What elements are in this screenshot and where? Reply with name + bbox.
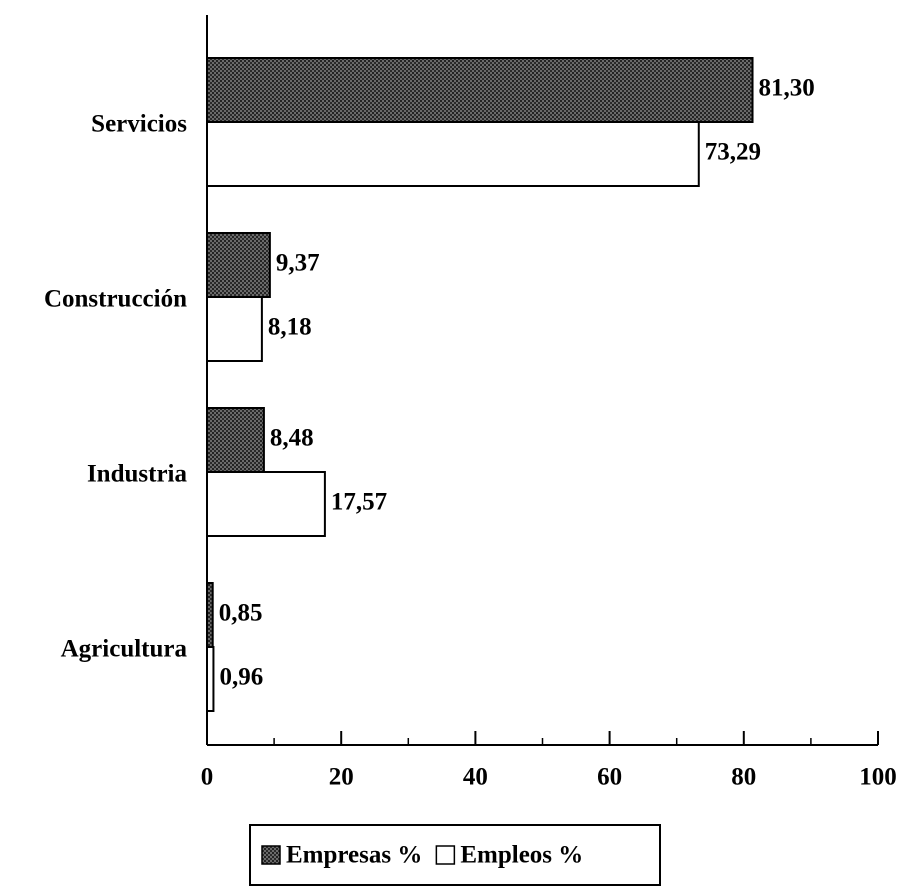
value-label: 73,29: [705, 139, 761, 166]
value-label: 0,96: [219, 664, 263, 691]
legend-swatch: [435, 845, 456, 865]
bar: [206, 407, 265, 473]
value-label: 0,85: [219, 600, 263, 627]
value-label: 81,30: [759, 75, 815, 102]
y-tick-label: Industria: [87, 461, 188, 488]
y-tick-label: Agricultura: [61, 636, 188, 663]
y-tick-label: Servicios: [91, 111, 187, 138]
legend-label: Empleos %: [460, 842, 583, 869]
bar: [206, 296, 263, 362]
bar: [206, 57, 754, 123]
value-label: 8,18: [268, 314, 312, 341]
value-label: 8,48: [270, 425, 314, 452]
bar: [206, 582, 214, 648]
value-label: 9,37: [276, 250, 320, 277]
value-label: 17,57: [331, 489, 387, 516]
x-tick-label: 20: [329, 764, 354, 791]
x-tick-label: 40: [463, 764, 488, 791]
legend-swatch: [261, 845, 281, 865]
x-tick-label: 0: [201, 764, 214, 791]
bar: [206, 232, 271, 298]
legend-label: Empresas %: [286, 842, 422, 869]
bar: [206, 471, 326, 537]
bar: [206, 646, 215, 712]
x-tick-label: 60: [597, 764, 622, 791]
y-tick-label: Construcción: [44, 286, 187, 313]
x-tick-label: 100: [859, 764, 897, 791]
bar: [206, 121, 700, 187]
x-tick-label: 80: [731, 764, 756, 791]
